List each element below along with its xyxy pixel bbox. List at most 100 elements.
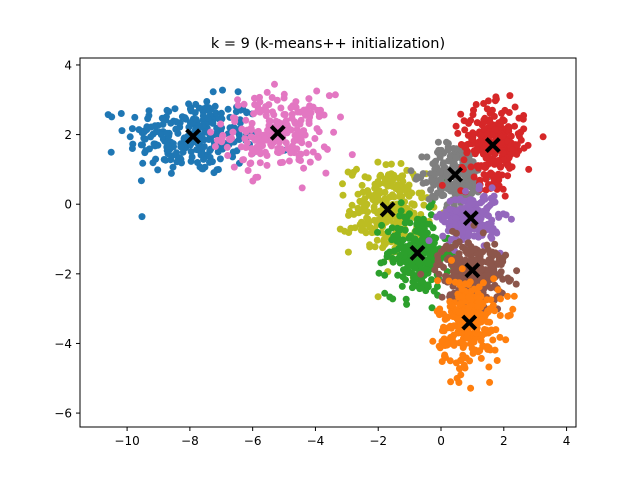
cluster-3-point: [387, 160, 395, 168]
cluster-9-point: [496, 333, 504, 341]
cluster-9-point: [461, 280, 469, 288]
cluster-6-point: [482, 186, 490, 194]
cluster-9-point: [486, 305, 494, 313]
cluster-4-point: [388, 236, 396, 244]
cluster-6-point: [457, 110, 465, 118]
cluster-2-point: [323, 145, 331, 153]
x-tick-label: −8: [181, 434, 199, 448]
cluster-5-point: [443, 138, 450, 146]
cluster-2-point: [243, 139, 251, 147]
cluster-2-point: [262, 107, 270, 115]
cluster-1-point: [144, 115, 152, 123]
cluster-1-point: [178, 159, 185, 167]
cluster-6-point: [497, 163, 504, 171]
cluster-1-point: [216, 155, 224, 163]
cluster-1-point: [145, 107, 153, 115]
cluster-1-point: [243, 109, 251, 117]
cluster-7-point: [484, 222, 492, 230]
cluster-9-point: [458, 338, 466, 346]
cluster-2-point: [293, 126, 301, 134]
cluster-7-point: [452, 221, 459, 229]
cluster-4-point: [375, 269, 383, 277]
cluster-5-point: [413, 173, 421, 181]
centroid-marker-4: [409, 245, 426, 261]
cluster-2-point: [331, 91, 339, 99]
cluster-4-point: [389, 254, 396, 262]
cluster-9-point: [493, 357, 501, 364]
cluster-9-point: [485, 363, 493, 371]
cluster-6-point: [470, 173, 478, 181]
cluster-7-point: [481, 195, 489, 203]
cluster-1-point: [219, 86, 226, 94]
cluster-4-point: [389, 295, 397, 303]
cluster-9-point: [488, 327, 496, 335]
cluster-6-point: [469, 111, 477, 119]
cluster-4-point: [413, 275, 421, 283]
cluster-1-point: [107, 148, 115, 156]
cluster-5-point: [434, 138, 442, 146]
cluster-2-point: [287, 126, 295, 134]
cluster-2-point: [240, 100, 248, 108]
cluster-2-point: [256, 106, 264, 114]
cluster-4-point: [423, 266, 431, 273]
cluster-2-point: [211, 143, 219, 150]
cluster-9-point: [447, 324, 455, 332]
cluster-2-point: [269, 108, 276, 116]
centroid-marker-2: [269, 124, 286, 141]
cluster-9-point: [462, 354, 470, 362]
cluster-7-point: [495, 213, 503, 221]
cluster-4-point: [414, 218, 421, 226]
cluster-9-point: [481, 326, 488, 333]
cluster-9-point: [504, 292, 511, 300]
x-tick-label: 4: [563, 434, 571, 448]
cluster-2-point: [228, 134, 236, 142]
points-layer: [104, 80, 547, 392]
cluster-9-point: [447, 333, 455, 341]
cluster-6-point: [438, 181, 446, 189]
cluster-3-point: [374, 158, 382, 166]
cluster-2-point: [251, 136, 259, 144]
cluster-3-point: [420, 201, 428, 209]
cluster-9-point: [436, 344, 444, 352]
cluster-1-point: [171, 105, 179, 113]
cluster-8-point: [496, 271, 504, 279]
cluster-8-point: [491, 240, 499, 248]
cluster-4-point: [416, 285, 424, 293]
cluster-1-point: [162, 156, 170, 164]
cluster-6-point: [481, 161, 489, 169]
cluster-5-point: [431, 160, 439, 168]
cluster-6-point: [501, 106, 509, 114]
cluster-2-point: [244, 167, 252, 174]
cluster-2-point: [265, 101, 273, 109]
cluster-2-point: [207, 128, 215, 136]
cluster-2-point: [278, 146, 285, 154]
cluster-1-point: [108, 113, 116, 121]
cluster-1-point: [205, 136, 213, 143]
cluster-2-point: [230, 163, 238, 171]
cluster-7-point: [476, 213, 484, 221]
cluster-6-point: [517, 128, 525, 136]
cluster-9-point: [494, 286, 502, 294]
cluster-2-point: [305, 140, 313, 148]
cluster-5-point: [447, 184, 455, 192]
cluster-6-point: [484, 97, 492, 105]
cluster-2-point: [294, 108, 302, 116]
cluster-1-point: [131, 113, 139, 121]
cluster-4-point: [402, 295, 410, 303]
cluster-4-point: [397, 199, 405, 207]
cluster-2-point: [313, 125, 321, 133]
cluster-4-point: [396, 251, 404, 259]
cluster-1-point: [187, 148, 195, 156]
cluster-2-point: [287, 146, 295, 154]
cluster-2-point: [217, 120, 225, 128]
cluster-2-point: [292, 98, 300, 106]
cluster-4-point: [433, 283, 441, 290]
cluster-8-point: [452, 240, 460, 248]
cluster-3-point: [345, 211, 352, 219]
y-axis: −6 −4 −2 0 2 4: [54, 58, 80, 421]
cluster-9-point: [459, 344, 467, 351]
cluster-2-point: [229, 128, 237, 136]
cluster-4-point: [396, 259, 404, 267]
cluster-1-point: [164, 142, 172, 150]
cluster-9-point: [475, 283, 483, 291]
